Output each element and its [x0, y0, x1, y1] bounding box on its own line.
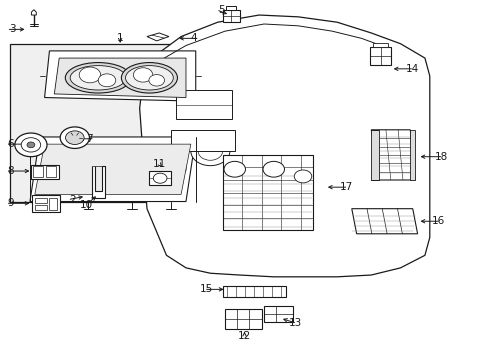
Text: 17: 17: [339, 182, 352, 192]
Polygon shape: [31, 10, 36, 15]
Bar: [224, 309, 261, 329]
Polygon shape: [147, 33, 168, 41]
Circle shape: [15, 133, 47, 157]
Text: 8: 8: [8, 166, 14, 176]
Circle shape: [149, 155, 178, 176]
Polygon shape: [140, 15, 429, 277]
Bar: [32, 195, 60, 212]
Text: 9: 9: [8, 198, 14, 208]
Ellipse shape: [70, 66, 126, 90]
Ellipse shape: [121, 63, 177, 93]
Circle shape: [149, 75, 164, 86]
Polygon shape: [30, 137, 195, 202]
Bar: [10, 44, 205, 202]
Polygon shape: [54, 58, 185, 98]
Polygon shape: [370, 130, 378, 180]
Bar: [49, 198, 57, 211]
Bar: [31, 165, 59, 179]
Circle shape: [79, 67, 101, 83]
Circle shape: [294, 170, 311, 183]
Text: 10: 10: [80, 200, 92, 210]
Text: 14: 14: [405, 64, 418, 74]
Text: 18: 18: [434, 152, 447, 162]
Bar: [35, 198, 47, 203]
Bar: [176, 90, 232, 119]
Polygon shape: [372, 43, 387, 47]
Circle shape: [263, 161, 284, 177]
Text: 16: 16: [431, 216, 445, 226]
Bar: [264, 306, 293, 321]
Circle shape: [224, 161, 245, 177]
Bar: [222, 155, 312, 230]
Circle shape: [21, 138, 41, 152]
Ellipse shape: [65, 63, 131, 93]
Polygon shape: [225, 6, 236, 10]
Circle shape: [190, 137, 229, 166]
Text: 1: 1: [117, 33, 123, 43]
Polygon shape: [370, 130, 414, 180]
Bar: [45, 166, 56, 177]
Text: 15: 15: [199, 284, 212, 294]
Circle shape: [65, 131, 84, 144]
Polygon shape: [92, 166, 104, 198]
Text: 5: 5: [218, 5, 224, 15]
Circle shape: [27, 142, 35, 148]
Bar: [171, 130, 234, 151]
Polygon shape: [409, 130, 414, 180]
Bar: [222, 286, 285, 297]
Bar: [35, 205, 47, 211]
Circle shape: [166, 162, 185, 176]
Polygon shape: [44, 51, 195, 101]
Circle shape: [98, 74, 116, 87]
Text: 11: 11: [152, 159, 165, 169]
Ellipse shape: [125, 66, 173, 90]
Text: 13: 13: [288, 319, 301, 328]
Bar: [149, 171, 171, 185]
Text: 12: 12: [237, 331, 251, 341]
Text: 2: 2: [69, 195, 76, 205]
Text: 3: 3: [9, 24, 15, 35]
Polygon shape: [222, 10, 239, 22]
Polygon shape: [351, 209, 417, 234]
Circle shape: [198, 142, 222, 160]
Circle shape: [133, 68, 153, 82]
Text: 7: 7: [86, 134, 92, 144]
Bar: [33, 166, 42, 177]
Circle shape: [60, 127, 89, 148]
Text: 4: 4: [190, 33, 197, 43]
Text: 6: 6: [8, 139, 14, 149]
Circle shape: [153, 173, 166, 183]
Polygon shape: [369, 47, 390, 65]
Polygon shape: [35, 144, 190, 194]
Circle shape: [142, 149, 185, 182]
